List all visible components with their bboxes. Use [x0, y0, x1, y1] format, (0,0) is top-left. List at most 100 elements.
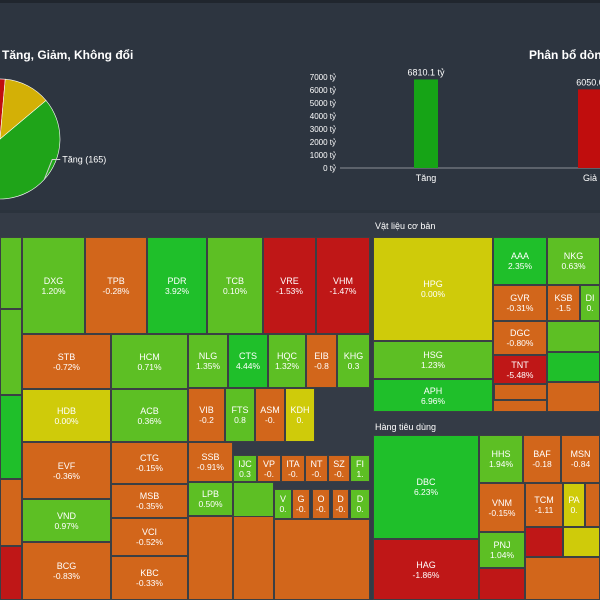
stock-tile-o[interactable]: O -0. — [312, 489, 330, 519]
stock-change: -0.33% — [136, 578, 163, 588]
stock-tile-vci[interactable]: VCI -0.52% — [111, 518, 188, 556]
stock-tile-aph[interactable]: APH 6.96% — [373, 379, 493, 412]
stock-tile-small[interactable] — [0, 309, 22, 395]
stock-tile-kdh[interactable]: KDH 0. — [285, 388, 315, 442]
stock-tile-hcm[interactable]: HCM 0.71% — [111, 334, 188, 389]
stock-tile-fi[interactable]: FI 1. — [350, 455, 370, 482]
stock-tile-nkg[interactable]: NKG 0.63% — [547, 237, 600, 285]
stock-symbol: NLG — [198, 351, 218, 361]
stock-tile-small[interactable] — [233, 482, 274, 517]
stock-tile-evf[interactable]: EVF -0.36% — [22, 442, 111, 499]
stock-tile-vre[interactable]: VRE -1.53% — [263, 237, 316, 334]
stock-tile-nlg[interactable]: NLG 1.35% — [188, 334, 228, 388]
stock-tile-hag[interactable]: HAG -1.86% — [373, 539, 479, 600]
stock-symbol: KSB — [554, 293, 573, 303]
stock-tile-hpg[interactable]: HPG 0.00% — [373, 237, 493, 341]
pie-slice-2[interactable] — [0, 78, 47, 140]
stock-change: 0. — [586, 303, 594, 313]
stock-tile-gvr[interactable]: GVR -0.31% — [493, 285, 547, 321]
stock-tile-vnd[interactable]: VND 0.97% — [22, 499, 111, 542]
stock-tile-ita[interactable]: ITA -0. — [281, 455, 305, 482]
stock-tile-ssb[interactable]: SSB -0.91% — [188, 442, 233, 482]
stock-change: 2.35% — [507, 261, 533, 271]
stock-symbol: BAF — [533, 449, 551, 459]
stock-tile-sz[interactable]: SZ -0. — [328, 455, 350, 482]
stock-change: 1.94% — [488, 459, 514, 469]
stock-change: 0.71% — [137, 361, 162, 372]
stock-tile-cts[interactable]: CTS 4.44% — [228, 334, 268, 388]
stock-tile-small[interactable] — [493, 400, 547, 412]
stock-tile-fts[interactable]: FTS 0.8 — [225, 388, 255, 442]
stock-tile-hhs[interactable]: HHS 1.94% — [479, 435, 523, 483]
stock-change: 1.04% — [489, 550, 515, 560]
stock-symbol: FI — [356, 458, 364, 469]
stock-tile-ksb[interactable]: KSB -1.5 — [547, 285, 580, 321]
stock-tile-small[interactable] — [479, 568, 525, 600]
stock-tile-msn[interactable]: MSN -0.84 — [561, 435, 600, 483]
stock-tile-vhm[interactable]: VHM -1.47% — [316, 237, 370, 334]
stock-tile-pa[interactable]: PA 0. — [563, 483, 585, 527]
stock-tile-stb[interactable]: STB -0.72% — [22, 334, 111, 389]
stock-symbol: VP — [262, 458, 275, 469]
stock-tile-d[interactable]: D -0. — [332, 489, 349, 519]
stock-tile-small[interactable] — [233, 516, 274, 600]
stock-tile-small[interactable] — [547, 382, 600, 412]
stock-tile-di[interactable]: DI 0. — [580, 285, 600, 321]
stock-tile-bcg[interactable]: BCG -0.83% — [22, 542, 111, 600]
bar-chart: 0 tỷ 1000 tỷ 2000 tỷ 3000 tỷ 4000 tỷ 5000 tỷ 6… — [310, 67, 600, 183]
stock-tile-aaa[interactable]: AAA 2.35% — [493, 237, 547, 285]
stock-tile-small[interactable] — [0, 546, 22, 600]
stock-change: 3.92% — [164, 285, 190, 296]
stock-tile-dxg[interactable]: DXG 1.20% — [22, 237, 85, 334]
stock-tile-eib[interactable]: EIB -0.8 — [306, 334, 337, 388]
stock-tile-small[interactable] — [274, 519, 370, 600]
stock-tile-vib[interactable]: VIB -0.2 — [188, 388, 225, 442]
bar-0[interactable] — [414, 79, 438, 168]
stock-tile-tpb[interactable]: TPB -0.28% — [85, 237, 147, 334]
stock-tile-vp[interactable]: VP -0. — [257, 455, 281, 482]
stock-symbol: HDB — [56, 405, 76, 416]
stock-tile-hsg[interactable]: HSG 1.23% — [373, 341, 493, 379]
stock-tile-hqc[interactable]: HQC 1.32% — [268, 334, 306, 388]
stock-tile-v[interactable]: V 0. — [274, 489, 292, 519]
stock-tile-small[interactable] — [547, 321, 600, 352]
stock-tile-small[interactable] — [0, 395, 22, 479]
stock-tile-small[interactable] — [494, 384, 547, 400]
stock-tile-small[interactable] — [563, 527, 600, 557]
stock-change: -0.8 — [314, 361, 329, 371]
stock-symbol: TCM — [534, 495, 554, 505]
stock-tile-baf[interactable]: BAF -0.18 — [523, 435, 561, 483]
stock-tile-ctg[interactable]: CTG -0.15% — [111, 442, 188, 484]
stock-tile-pdr[interactable]: PDR 3.92% — [147, 237, 207, 334]
bar-1[interactable] — [578, 89, 600, 168]
stock-tile-vnm[interactable]: VNM -0.15% — [479, 483, 525, 532]
stock-tile-pnj[interactable]: PNJ 1.04% — [479, 532, 525, 568]
stock-tile-small[interactable] — [188, 516, 233, 600]
stock-tile-small[interactable] — [547, 352, 600, 382]
stock-tile-g[interactable]: G -0. — [292, 489, 310, 519]
stock-tile-dgc[interactable]: DGC -0.80% — [493, 321, 547, 355]
stock-tile-tcb[interactable]: TCB 0.10% — [207, 237, 263, 334]
stock-tile-acb[interactable]: ACB 0.36% — [111, 389, 188, 442]
stock-tile-khg[interactable]: KHG 0.3 — [337, 334, 370, 388]
stock-tile-small[interactable] — [525, 557, 600, 600]
stock-symbol: DI — [585, 293, 595, 303]
stock-tile-ijc[interactable]: IJC 0.3 — [233, 455, 257, 482]
stock-change: 0.10% — [222, 285, 248, 296]
stock-tile-msb[interactable]: MSB -0.35% — [111, 484, 188, 518]
stock-tile-nt[interactable]: NT -0. — [305, 455, 328, 482]
stock-tile-asm[interactable]: ASM -0. — [255, 388, 285, 442]
stock-tile-lpb[interactable]: LPB 0.50% — [188, 482, 233, 516]
stock-tile-tnt[interactable]: TNT -5.48% — [493, 355, 547, 384]
stock-tile-dbc[interactable]: DBC 6.23% — [373, 435, 479, 539]
stock-tile-hdb[interactable]: HDB 0.00% — [22, 389, 111, 442]
stock-tile-tcm[interactable]: TCM -1.11 — [525, 483, 563, 527]
stock-tile-small[interactable] — [585, 483, 600, 527]
stock-symbol: TPB — [107, 275, 125, 286]
stock-tile-small[interactable] — [0, 479, 22, 546]
stock-tile-kbc[interactable]: KBC -0.33% — [111, 556, 188, 600]
stock-tile-small[interactable] — [525, 527, 563, 557]
stock-tile-small[interactable] — [0, 237, 22, 309]
overview-panel: Tăng, Giảm, Không đổi Phân bổ dòng Tăng … — [0, 0, 600, 210]
stock-tile-d[interactable]: D 0. — [350, 489, 370, 519]
